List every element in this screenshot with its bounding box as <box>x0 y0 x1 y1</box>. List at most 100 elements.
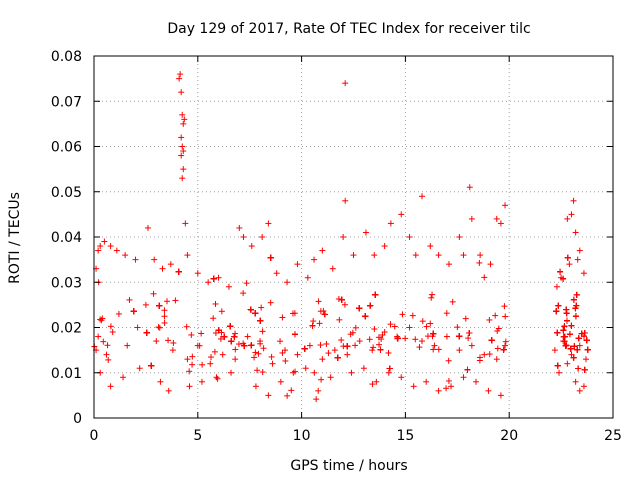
y-tick-label: 0.03 <box>51 275 82 291</box>
data-point <box>279 314 286 321</box>
data-point <box>292 368 299 375</box>
data-point <box>198 378 205 385</box>
data-point <box>302 365 309 372</box>
data-point <box>435 252 442 259</box>
data-point <box>207 360 214 367</box>
data-point <box>564 215 571 222</box>
data-point <box>373 378 380 385</box>
data-point <box>212 300 219 307</box>
data-point <box>427 243 434 250</box>
data-point <box>257 317 264 324</box>
data-point <box>259 328 266 335</box>
data-point <box>153 338 160 345</box>
data-point <box>423 378 430 385</box>
data-point <box>284 279 291 286</box>
data-point <box>493 215 500 222</box>
data-points <box>91 71 591 403</box>
data-point <box>183 323 190 330</box>
data-point <box>406 234 413 240</box>
data-point <box>399 311 406 318</box>
data-point <box>464 366 471 373</box>
data-point <box>247 306 254 313</box>
data-point <box>258 304 265 311</box>
data-point <box>561 323 568 330</box>
data-point <box>502 338 509 345</box>
data-point <box>281 347 288 354</box>
data-point <box>155 324 162 331</box>
data-point <box>142 301 149 308</box>
data-point <box>335 295 342 302</box>
y-tick-label: 0.05 <box>51 185 82 201</box>
data-point <box>430 330 437 337</box>
x-tick-label: 10 <box>293 428 311 444</box>
data-point <box>136 365 143 372</box>
data-point <box>198 330 205 337</box>
data-point <box>476 259 483 266</box>
data-point <box>211 348 218 355</box>
data-point <box>356 338 363 345</box>
data-point <box>241 342 248 349</box>
data-point <box>568 322 575 329</box>
data-point <box>252 383 259 390</box>
data-point <box>113 247 120 254</box>
data-point <box>164 298 171 305</box>
data-point <box>97 243 104 250</box>
data-point <box>571 343 578 350</box>
data-point <box>210 315 217 322</box>
data-point <box>352 342 359 349</box>
data-point <box>427 320 434 327</box>
data-point <box>254 367 261 374</box>
data-point <box>265 392 272 399</box>
data-point <box>291 331 298 338</box>
data-point <box>323 340 330 347</box>
data-point <box>371 325 378 332</box>
data-point <box>161 307 168 314</box>
data-point <box>502 202 509 209</box>
data-point <box>402 335 409 342</box>
data-point <box>213 374 220 381</box>
data-point <box>481 351 488 358</box>
data-point <box>184 252 191 259</box>
data-point <box>477 354 484 361</box>
data-point <box>199 361 206 368</box>
data-point <box>419 193 426 200</box>
data-point <box>572 378 579 385</box>
data-point <box>566 261 573 268</box>
data-point <box>398 374 405 381</box>
data-point <box>252 310 259 317</box>
data-point <box>235 341 242 348</box>
x-tick-label: 15 <box>396 428 414 444</box>
data-point <box>562 342 569 349</box>
data-point <box>468 342 475 349</box>
data-point <box>456 234 463 240</box>
data-point <box>130 308 137 315</box>
data-point <box>268 353 275 360</box>
data-point <box>570 354 577 361</box>
data-point <box>255 350 262 357</box>
data-point <box>342 80 349 87</box>
data-point <box>574 346 581 353</box>
data-point <box>560 275 567 282</box>
data-point <box>572 313 579 320</box>
data-point <box>165 387 172 394</box>
data-point <box>497 392 504 399</box>
data-point <box>477 252 484 259</box>
data-point <box>556 369 563 376</box>
data-point <box>310 318 317 325</box>
data-point <box>159 265 166 272</box>
data-point <box>267 254 274 261</box>
y-tick-label: 0.01 <box>51 366 82 382</box>
data-point <box>186 368 193 375</box>
data-point <box>219 351 226 358</box>
data-point <box>177 71 184 78</box>
data-point <box>273 270 280 277</box>
data-point <box>366 336 373 343</box>
data-point <box>566 331 573 338</box>
data-point <box>214 375 221 382</box>
data-point <box>443 333 450 340</box>
data-point <box>555 302 562 309</box>
data-point <box>329 265 336 272</box>
data-point <box>575 335 582 342</box>
data-point <box>564 254 571 261</box>
data-point <box>576 342 583 349</box>
